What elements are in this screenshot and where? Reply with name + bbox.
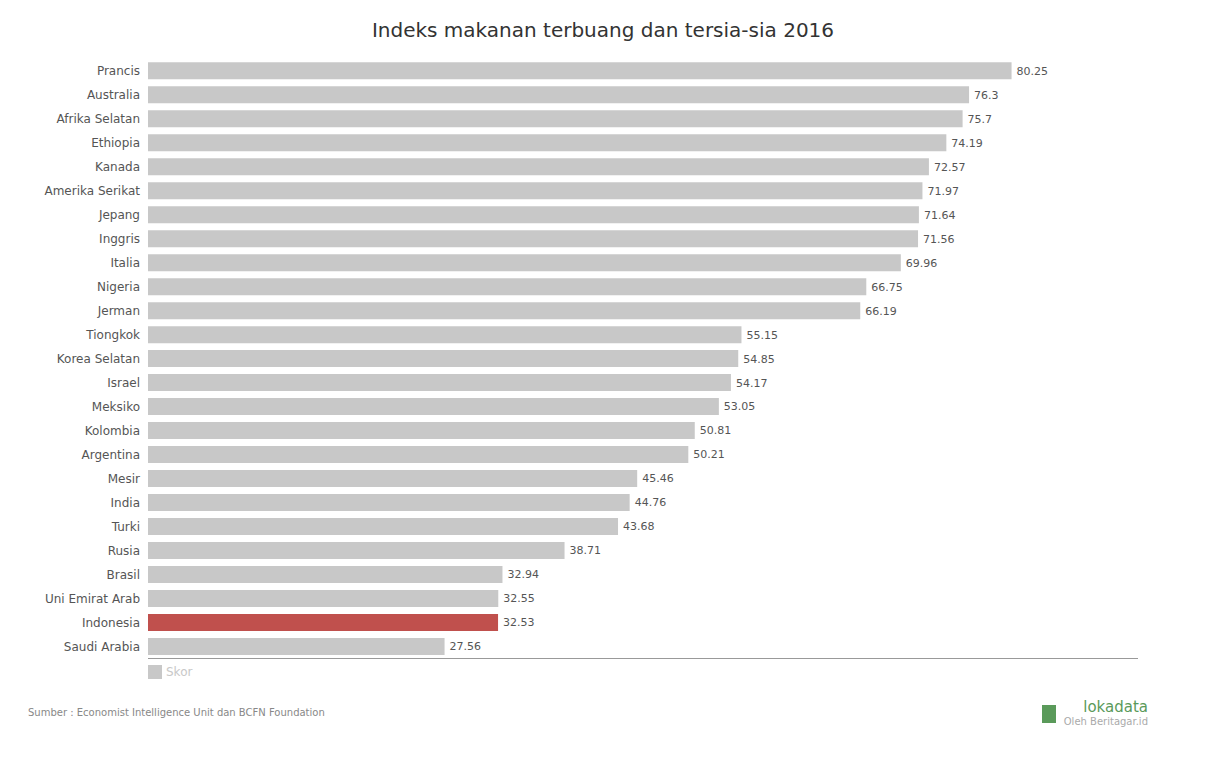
svg-text:Meksiko: Meksiko xyxy=(92,400,140,414)
svg-text:53.05: 53.05 xyxy=(724,400,756,413)
svg-text:38.71: 38.71 xyxy=(570,544,602,557)
svg-text:Inggris: Inggris xyxy=(99,232,140,246)
svg-text:50.81: 50.81 xyxy=(700,424,732,437)
svg-text:80.25: 80.25 xyxy=(1017,65,1049,78)
svg-text:Israel: Israel xyxy=(107,376,140,390)
svg-text:32.94: 32.94 xyxy=(507,568,538,581)
svg-text:Afrika Selatan: Afrika Selatan xyxy=(56,112,140,126)
svg-text:54.17: 54.17 xyxy=(736,377,768,390)
html-text:Oleh Beritagar.id: Oleh Beritagar.id xyxy=(1063,716,1148,727)
svg-text:Australia: Australia xyxy=(87,88,140,102)
svg-text:66.75: 66.75 xyxy=(871,281,903,294)
svg-text:Prancis: Prancis xyxy=(97,64,140,78)
svg-text:27.56: 27.56 xyxy=(450,640,482,653)
svg-text:Korea Selatan: Korea Selatan xyxy=(57,352,140,366)
svg-text:Rusia: Rusia xyxy=(108,544,140,558)
svg-text:71.64: 71.64 xyxy=(924,209,956,222)
svg-text:54.85: 54.85 xyxy=(743,353,775,366)
svg-text:74.19: 74.19 xyxy=(951,137,983,150)
svg-text:Kolombia: Kolombia xyxy=(85,424,140,438)
svg-text:75.7: 75.7 xyxy=(968,113,993,126)
html-text:lokadata: lokadata xyxy=(1083,698,1148,716)
svg-text:Italia: Italia xyxy=(110,256,140,270)
html-text:Sumber : Economist Intelligenc: Sumber : Economist Intelligence Unit dan… xyxy=(28,707,325,718)
svg-text:71.97: 71.97 xyxy=(927,185,959,198)
svg-text:Indonesia: Indonesia xyxy=(82,616,140,630)
svg-text:Brasil: Brasil xyxy=(107,568,140,582)
svg-text:Jepang: Jepang xyxy=(98,208,140,222)
svg-text:55.15: 55.15 xyxy=(746,329,778,342)
svg-text:50.21: 50.21 xyxy=(693,448,725,461)
svg-text:Ethiopia: Ethiopia xyxy=(91,136,140,150)
svg-text:32.55: 32.55 xyxy=(503,592,535,605)
svg-text:32.53: 32.53 xyxy=(503,616,535,629)
html-text:Skor: Skor xyxy=(166,664,193,679)
svg-text:Nigeria: Nigeria xyxy=(97,280,140,294)
svg-text:India: India xyxy=(111,496,140,510)
svg-text:72.57: 72.57 xyxy=(934,161,966,174)
svg-text:Amerika Serikat: Amerika Serikat xyxy=(44,184,140,198)
svg-text:69.96: 69.96 xyxy=(906,257,938,270)
svg-text:Tiongkok: Tiongkok xyxy=(85,328,140,342)
svg-text:Argentina: Argentina xyxy=(81,448,140,462)
svg-text:43.68: 43.68 xyxy=(623,520,655,533)
svg-text:71.56: 71.56 xyxy=(923,233,955,246)
svg-text:Saudi Arabia: Saudi Arabia xyxy=(64,640,140,654)
svg-text:45.46: 45.46 xyxy=(642,472,674,485)
svg-text:Kanada: Kanada xyxy=(95,160,140,174)
svg-text:66.19: 66.19 xyxy=(865,305,897,318)
svg-text:76.3: 76.3 xyxy=(974,89,999,102)
svg-text:Jerman: Jerman xyxy=(97,304,140,318)
svg-text:Mesir: Mesir xyxy=(108,472,140,486)
html-text:Indeks makanan terbuang dan te: Indeks makanan terbuang dan tersia-sia 2… xyxy=(371,18,835,42)
svg-text:Turki: Turki xyxy=(111,520,140,534)
svg-text:44.76: 44.76 xyxy=(635,496,667,509)
svg-text:Uni Emirat Arab: Uni Emirat Arab xyxy=(45,592,140,606)
